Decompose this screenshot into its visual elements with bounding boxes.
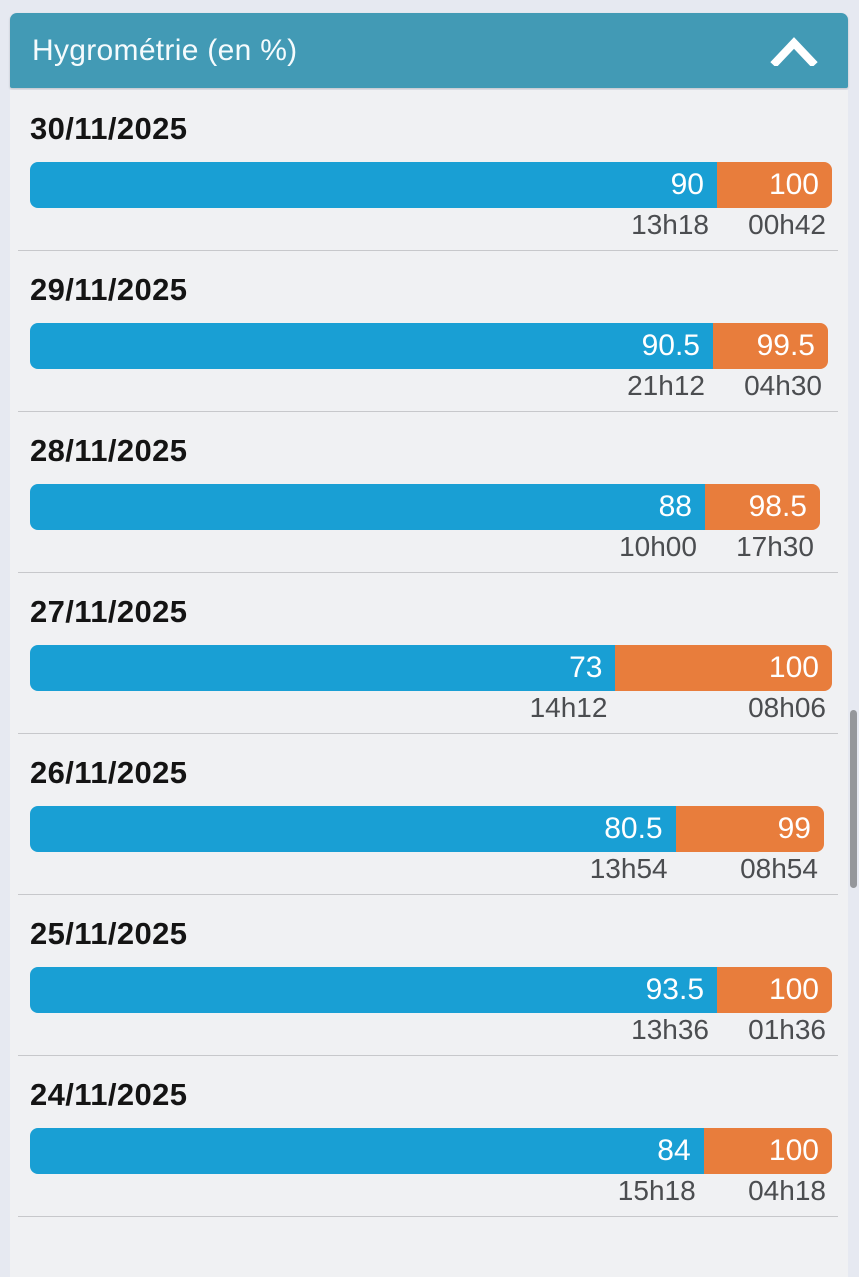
max-humidity-segment: 100: [717, 162, 832, 208]
max-time-label: 00h42: [748, 209, 826, 240]
max-humidity-segment: 99: [675, 806, 824, 852]
row-date: 26/11/2025: [30, 755, 188, 790]
row-divider: [18, 894, 838, 895]
bar-times: 13h18 00h42: [30, 210, 832, 239]
max-humidity-value: 98.5: [748, 490, 807, 523]
max-humidity-segment: 100: [703, 1128, 832, 1174]
humidity-bar: 88 98.5: [30, 484, 832, 530]
row-date: 30/11/2025: [30, 111, 188, 146]
max-humidity-segment: 99.5: [712, 323, 828, 369]
row-divider: [18, 1216, 838, 1217]
bar-times: 15h18 04h18: [30, 1176, 832, 1205]
day-row: 30/11/2025 90 100 13h18 00h42: [18, 90, 838, 251]
day-row: 26/11/2025 80.5 99 13h54 08h54: [18, 734, 838, 895]
min-humidity-segment: 93.5: [30, 967, 717, 1013]
max-humidity-value: 100: [768, 651, 819, 684]
bar-times: 10h00 17h30: [30, 532, 832, 561]
row-date: 25/11/2025: [30, 916, 188, 951]
row-date: 27/11/2025: [30, 594, 188, 629]
min-humidity-value: 93.5: [645, 973, 704, 1006]
day-row: 25/11/2025 93.5 100 13h36 01h36: [18, 895, 838, 1056]
min-humidity-value: 84: [657, 1134, 691, 1167]
max-time-label: 04h18: [748, 1175, 826, 1206]
min-humidity-segment: 90.5: [30, 323, 713, 369]
min-humidity-segment: 80.5: [30, 806, 676, 852]
min-humidity-value: 88: [658, 490, 692, 523]
humidity-bar: 80.5 99: [30, 806, 832, 852]
row-divider: [18, 1055, 838, 1056]
max-humidity-value: 99.5: [756, 329, 815, 362]
row-date: 24/11/2025: [30, 1077, 188, 1112]
hygrometry-section-header[interactable]: Hygrométrie (en %): [10, 13, 848, 88]
min-time-label: 15h18: [617, 1175, 696, 1206]
section-title: Hygrométrie (en %): [32, 33, 298, 67]
min-humidity-value: 90.5: [641, 329, 700, 362]
day-row: 28/11/2025 88 98.5 10h00 17h30: [18, 412, 838, 573]
hygrometry-panel: Hygrométrie (en %) 30/11/2025 90 100 13h…: [10, 13, 848, 1277]
bar-times: 14h12 08h06: [30, 693, 832, 722]
max-humidity-segment: 98.5: [704, 484, 820, 530]
max-time-label: 17h30: [736, 531, 814, 562]
min-time-label: 21h12: [627, 370, 705, 401]
max-humidity-value: 99: [777, 812, 811, 845]
min-time-label: 10h00: [619, 531, 697, 562]
min-humidity-value: 73: [569, 651, 603, 684]
chevron-up-icon[interactable]: [770, 36, 818, 66]
day-row: 29/11/2025 90.5 99.5 21h12 04h30: [18, 251, 838, 412]
min-humidity-value: 90: [670, 168, 704, 201]
min-time-label: 13h18: [631, 209, 709, 240]
row-divider: [18, 733, 838, 734]
max-time-label: 04h30: [744, 370, 822, 401]
humidity-bar: 90.5 99.5: [30, 323, 832, 369]
max-humidity-value: 100: [768, 973, 819, 1006]
bar-times: 21h12 04h30: [30, 371, 832, 400]
bar-times: 13h54 08h54: [30, 854, 832, 883]
row-divider: [18, 572, 838, 573]
min-humidity-segment: 90: [30, 162, 717, 208]
min-time-label: 14h12: [529, 692, 608, 723]
bar-times: 13h36 01h36: [30, 1015, 832, 1044]
row-divider: [18, 250, 838, 251]
min-humidity-segment: 73: [30, 645, 616, 691]
row-date: 28/11/2025: [30, 433, 188, 468]
scrollbar-thumb[interactable]: [850, 710, 857, 888]
row-divider: [18, 411, 838, 412]
min-time-label: 13h36: [631, 1014, 709, 1045]
min-humidity-segment: 84: [30, 1128, 704, 1174]
humidity-bar: 73 100: [30, 645, 832, 691]
max-time-label: 08h54: [740, 853, 818, 884]
humidity-bar: 84 100: [30, 1128, 832, 1174]
min-time-label: 13h54: [589, 853, 668, 884]
max-humidity-value: 100: [768, 168, 819, 201]
max-time-label: 01h36: [748, 1014, 826, 1045]
row-date: 29/11/2025: [30, 272, 188, 307]
max-time-label: 08h06: [748, 692, 826, 723]
max-humidity-segment: 100: [717, 967, 832, 1013]
humidity-bar: 93.5 100: [30, 967, 832, 1013]
day-row: 27/11/2025 73 100 14h12 08h06: [18, 573, 838, 734]
daily-humidity-list: 30/11/2025 90 100 13h18 00h42 29/11/2025…: [10, 90, 848, 1277]
max-humidity-value: 100: [768, 1134, 819, 1167]
max-humidity-segment: 100: [615, 645, 832, 691]
day-row: 24/11/2025 84 100 15h18 04h18: [18, 1056, 838, 1217]
min-humidity-segment: 88: [30, 484, 705, 530]
min-humidity-value: 80.5: [604, 812, 663, 845]
humidity-bar: 90 100: [30, 162, 832, 208]
